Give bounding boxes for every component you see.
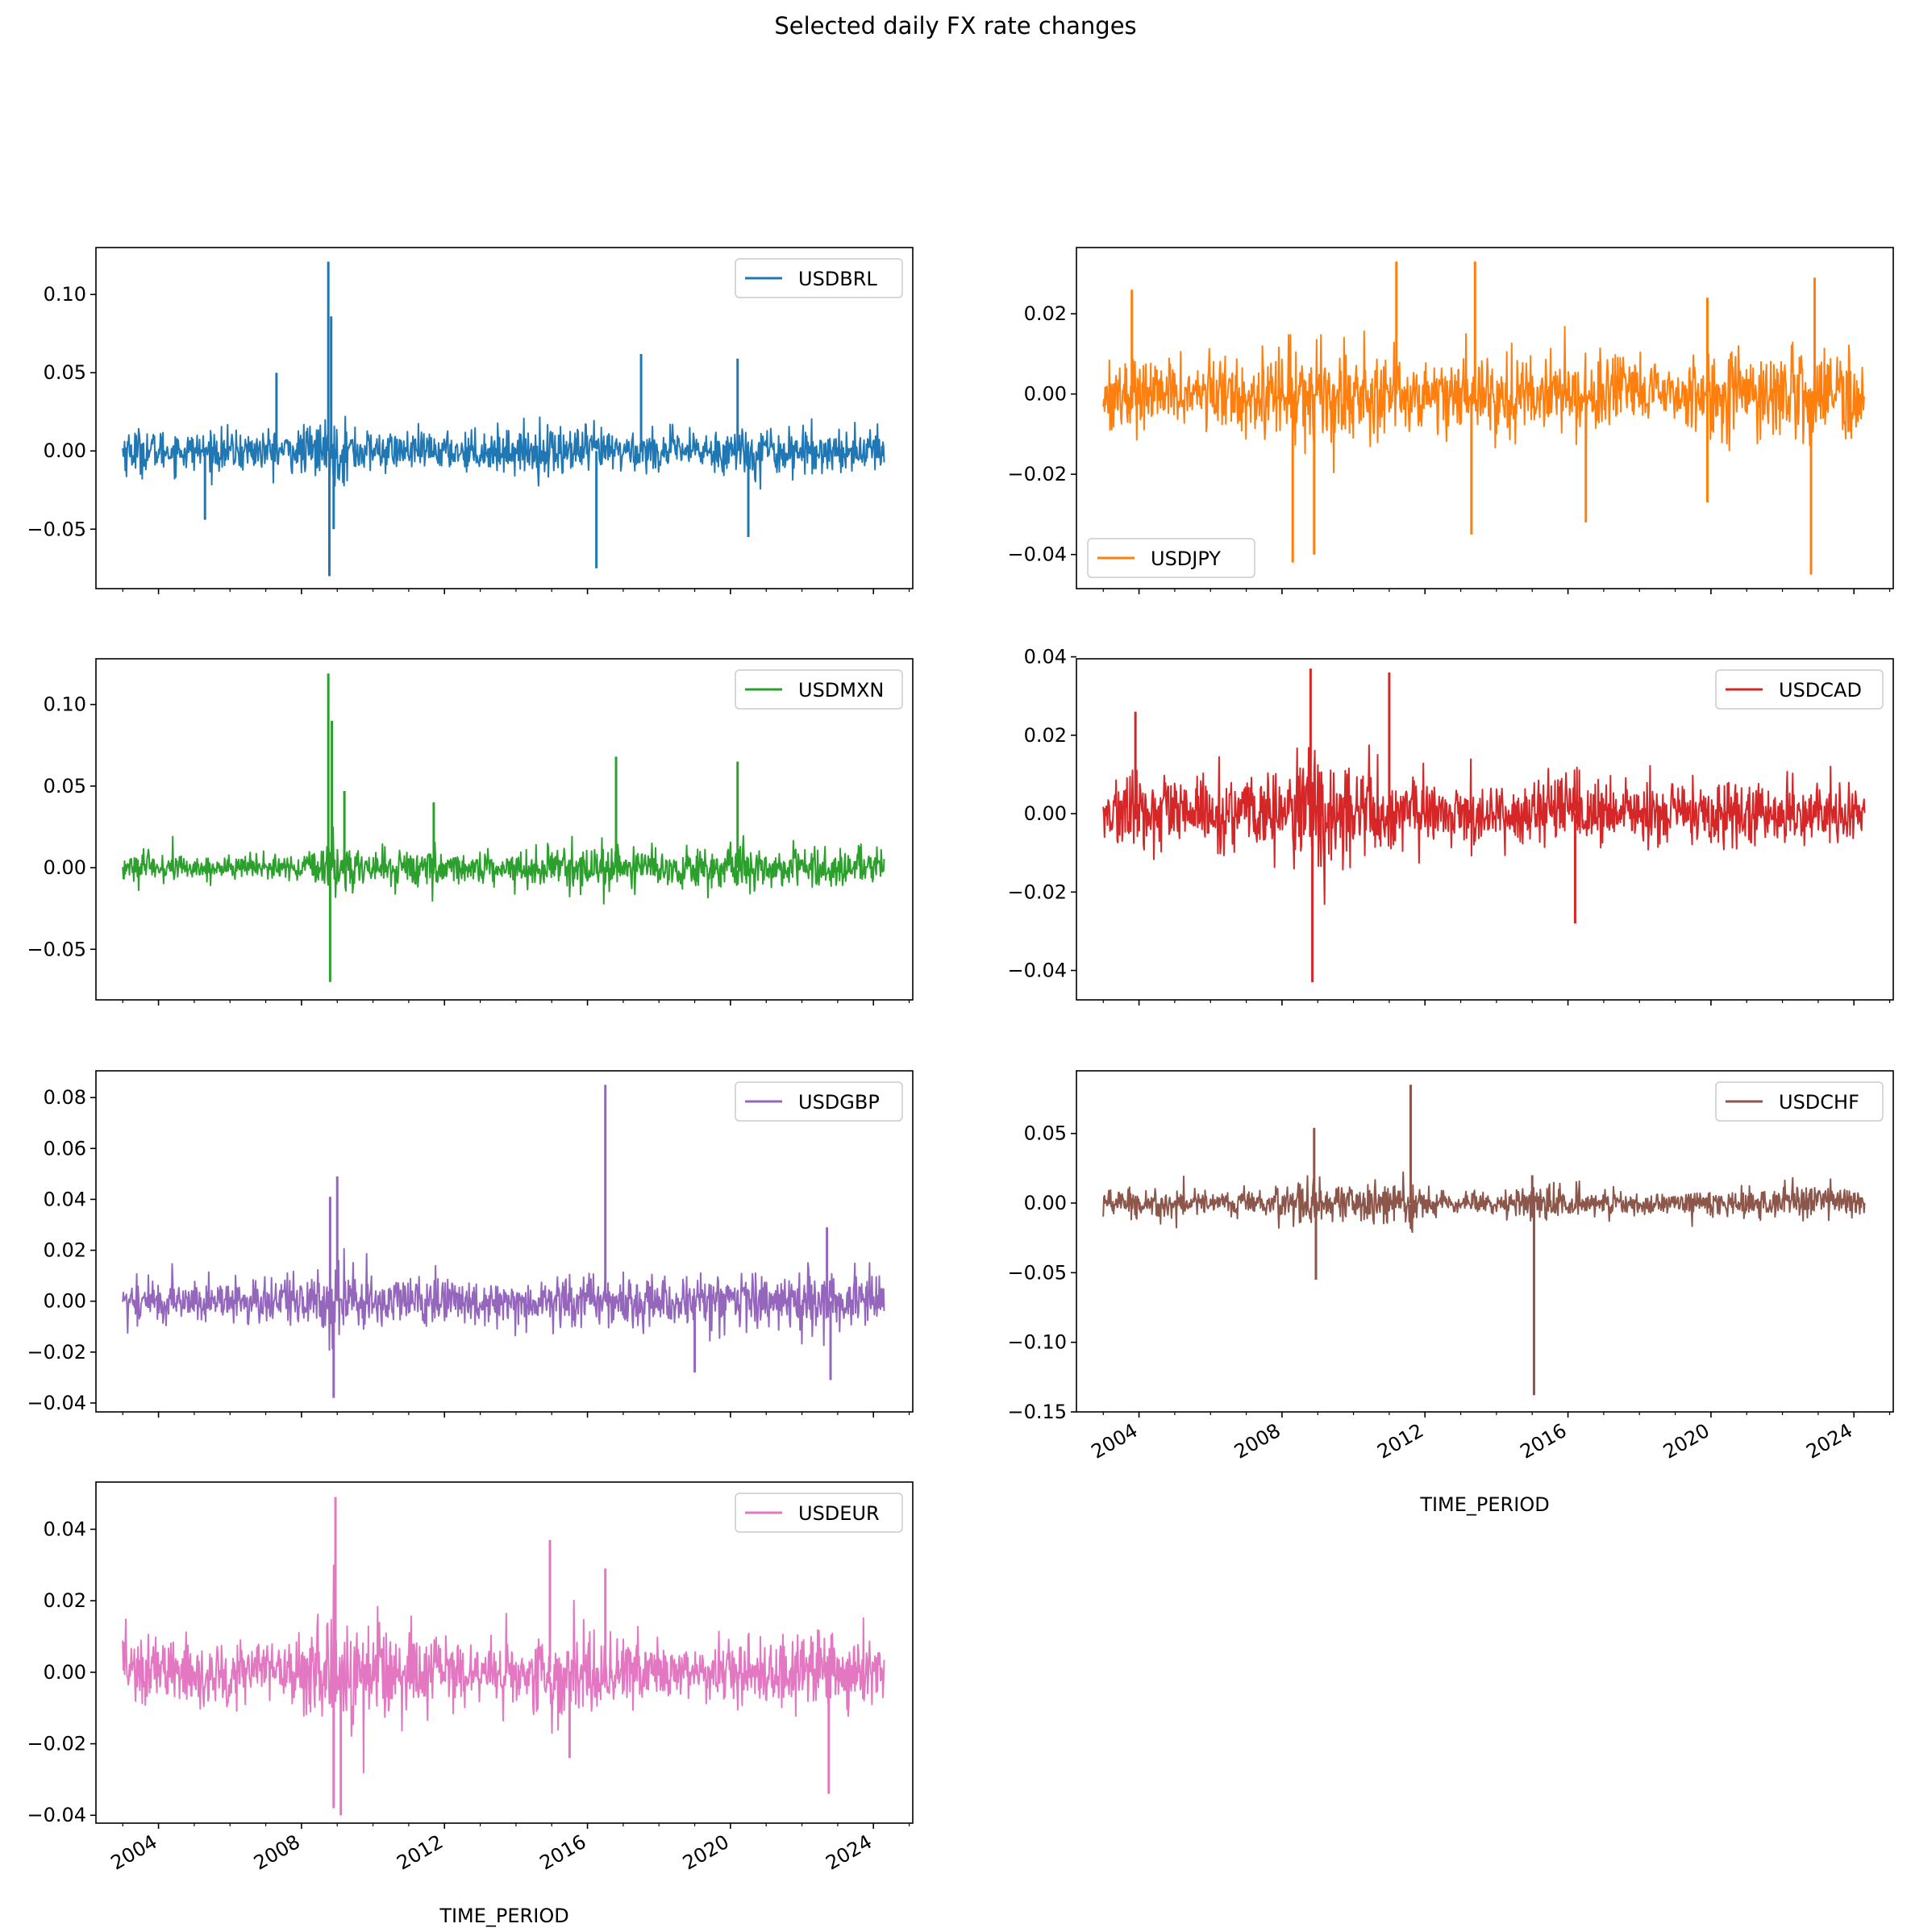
x-tick-label: 2008: [1230, 1419, 1284, 1464]
y-tick-label: 0.08: [44, 1086, 86, 1109]
series-line-usdeur: [122, 1564, 885, 1774]
y-tick-label: 0.05: [44, 361, 86, 384]
y-tick-label: −0.15: [1007, 1401, 1067, 1423]
x-tick-label: 2016: [536, 1830, 590, 1875]
legend-box: [1087, 538, 1255, 578]
series-line-usdjpy: [1102, 326, 1866, 473]
figure-title: Selected daily FX rate changes: [774, 12, 1136, 40]
legend-box: [1715, 669, 1884, 710]
legend: USDGBP: [735, 1081, 903, 1122]
y-tick-label: 0.02: [1024, 302, 1067, 325]
subplot-usdgbp: 0.08 0.06 0.04 0.02 0.00 −0.02 −0.04 USDGBP: [27, 1070, 914, 1418]
legend-label: USDGBP: [798, 1091, 880, 1114]
y-tick-label: −0.05: [1007, 1261, 1067, 1284]
series-line-usdcad: [1102, 744, 1866, 906]
legend: USDJPY: [1087, 538, 1255, 578]
legend-label: USDMXN: [798, 679, 884, 702]
y-tick-label: 0.00: [1024, 1192, 1067, 1214]
y-tick-label: 0.06: [44, 1137, 86, 1160]
series-line-usdbrl: [122, 412, 885, 498]
y-tick-label: −0.02: [1007, 881, 1067, 903]
axes-frame: [95, 1070, 914, 1413]
series-line-usdgbp: [122, 1247, 885, 1351]
axes-frame: [95, 658, 914, 1001]
x-tick-label: 2004: [107, 1830, 161, 1875]
y-tick-label: 0.02: [44, 1239, 86, 1262]
legend-box: [1715, 1081, 1884, 1122]
legend-box: [735, 669, 903, 710]
y-tick-label: 0.00: [44, 856, 86, 879]
axes-frame: [95, 1481, 914, 1824]
y-tick-label: 0.02: [44, 1589, 86, 1612]
x-tick-label: 2016: [1517, 1419, 1571, 1464]
legend-label: USDBRL: [798, 268, 877, 290]
legend: USDCHF: [1715, 1081, 1884, 1122]
y-tick-label: −0.04: [27, 1392, 86, 1414]
legend-box: [735, 1493, 903, 1533]
subplot-usdcad: 0.04 0.02 0.00 −0.02 −0.04 USDCAD: [1007, 646, 1894, 1006]
x-axis-title: TIME_PERIOD: [1419, 1493, 1549, 1516]
y-tick-label: 0.00: [1024, 802, 1067, 825]
y-tick-label: 0.04: [1024, 646, 1067, 668]
y-tick-label: −0.04: [27, 1804, 86, 1826]
subplot-usdbrl: 0.10 0.05 0.00 −0.05 USDBRL: [27, 247, 914, 594]
subplot-grid: 0.10 0.05 0.00 −0.05 USDBRL 0.02 0.00 −0.02 −0.0…: [27, 247, 1894, 1927]
y-tick-label: −0.10: [1007, 1331, 1067, 1354]
series-line-usdmxn: [122, 826, 885, 905]
legend: USDCAD: [1715, 669, 1884, 710]
x-tick-label: 2020: [1659, 1419, 1713, 1464]
subplot-usdjpy: 0.02 0.00 −0.02 −0.04 USDJPY: [1007, 247, 1894, 594]
y-tick-label: −0.02: [27, 1341, 86, 1364]
y-tick-label: −0.04: [1007, 960, 1067, 982]
x-tick-label: 2004: [1088, 1419, 1142, 1464]
y-tick-label: 0.05: [1024, 1122, 1067, 1145]
y-tick-label: 0.00: [44, 439, 86, 462]
y-tick-label: −0.02: [1007, 463, 1067, 485]
y-tick-label: 0.10: [44, 693, 86, 716]
y-tick-label: −0.05: [27, 938, 86, 960]
subplot-usdeur: 0.04 0.02 0.00 −0.02 −0.04 2004 2008 2012 2016 20…: [27, 1481, 914, 1927]
legend-label: USDJPY: [1151, 548, 1221, 570]
y-tick-label: 0.00: [44, 1290, 86, 1313]
axes-frame: [1076, 247, 1894, 589]
y-tick-label: 0.10: [44, 283, 86, 306]
y-tick-label: −0.04: [1007, 543, 1067, 566]
x-tick-label: 2012: [1373, 1419, 1427, 1464]
x-tick-label: 2024: [1802, 1419, 1856, 1464]
axes-frame: [95, 247, 914, 589]
legend: USDEUR: [735, 1493, 903, 1533]
x-tick-label: 2012: [393, 1830, 447, 1875]
subplot-usdchf: 0.05 0.00 −0.05 −0.10 −0.15 2004 2008 2012 2016 2…: [1007, 1070, 1894, 1516]
y-tick-label: −0.02: [27, 1733, 86, 1755]
x-axis-title: TIME_PERIOD: [439, 1905, 568, 1927]
x-tick-label: 2020: [679, 1830, 733, 1875]
axes-frame: [1076, 1070, 1894, 1413]
series-line-usdchf: [1102, 1171, 1866, 1234]
legend-label: USDCHF: [1779, 1091, 1859, 1114]
y-tick-label: 0.00: [44, 1661, 86, 1684]
legend: USDBRL: [735, 258, 903, 298]
legend-box: [735, 1081, 903, 1122]
y-tick-label: 0.05: [44, 775, 86, 797]
y-tick-label: 0.04: [44, 1188, 86, 1210]
legend-label: USDEUR: [798, 1502, 880, 1525]
legend-box: [735, 258, 903, 298]
y-tick-label: −0.05: [27, 518, 86, 540]
y-tick-label: 0.00: [1024, 383, 1067, 406]
x-tick-label: 2008: [250, 1830, 304, 1875]
legend: USDMXN: [735, 669, 903, 710]
x-tick-label: 2024: [822, 1830, 876, 1875]
y-tick-label: 0.02: [1024, 724, 1067, 747]
subplot-usdmxn: 0.10 0.05 0.00 −0.05 USDMXN: [27, 658, 914, 1006]
axes-frame: [1076, 658, 1894, 1001]
y-tick-label: 0.04: [44, 1518, 86, 1541]
legend-label: USDCAD: [1779, 679, 1862, 702]
